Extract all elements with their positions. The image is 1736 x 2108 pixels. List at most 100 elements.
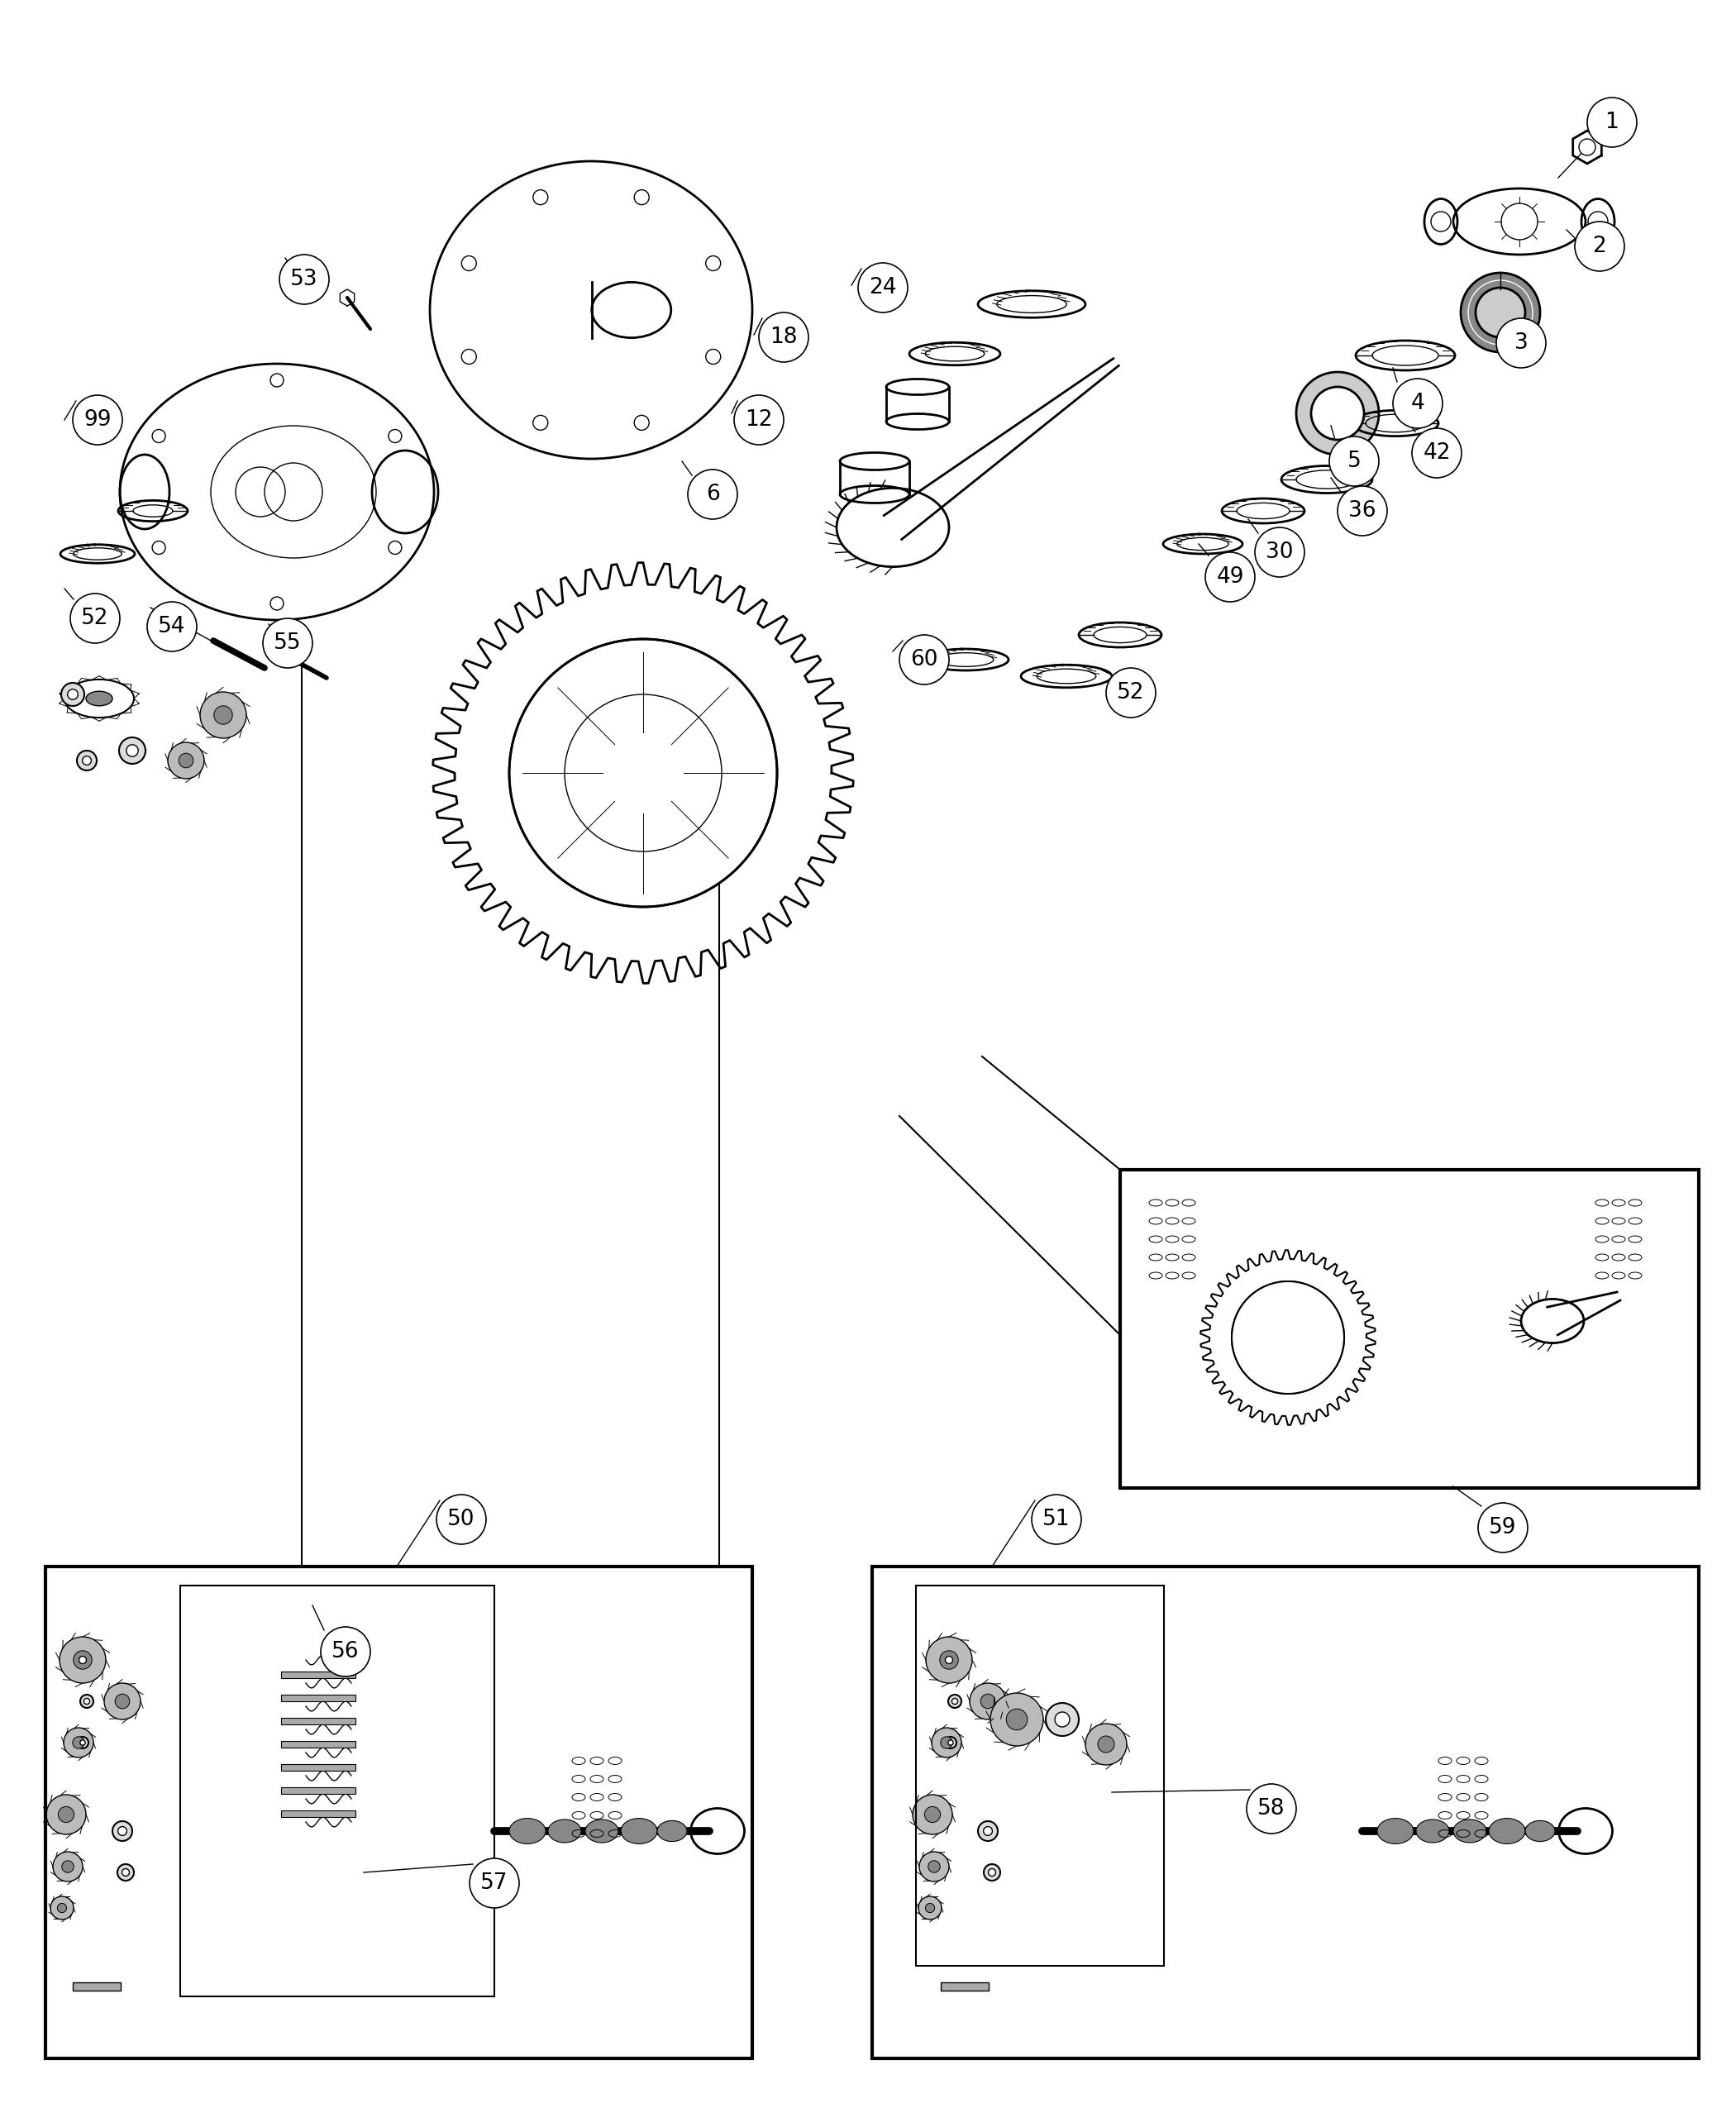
Circle shape: [1297, 371, 1378, 455]
Circle shape: [1246, 1783, 1297, 1834]
Circle shape: [1411, 428, 1462, 479]
Circle shape: [61, 683, 85, 706]
Text: 49: 49: [1217, 567, 1245, 588]
Circle shape: [62, 1861, 73, 1872]
Bar: [281, 1741, 356, 1748]
Ellipse shape: [1526, 1821, 1555, 1842]
Circle shape: [122, 1868, 130, 1876]
Circle shape: [970, 1682, 1007, 1720]
Circle shape: [127, 744, 139, 757]
Bar: [281, 1718, 356, 1724]
Bar: [281, 1695, 356, 1701]
Circle shape: [1106, 668, 1156, 717]
Circle shape: [634, 415, 649, 430]
Circle shape: [925, 1807, 941, 1823]
Circle shape: [1031, 1495, 1082, 1545]
Circle shape: [462, 255, 476, 270]
Bar: [871, 1566, 1700, 2057]
Circle shape: [983, 1828, 993, 1836]
Circle shape: [52, 1851, 83, 1882]
Circle shape: [120, 738, 146, 763]
Text: 36: 36: [1349, 500, 1377, 521]
Circle shape: [1430, 211, 1451, 232]
Circle shape: [1085, 1724, 1127, 1764]
Text: 2: 2: [1592, 236, 1606, 257]
Text: 3: 3: [1514, 333, 1528, 354]
Circle shape: [1337, 487, 1387, 535]
Circle shape: [104, 1682, 141, 1720]
Circle shape: [1575, 221, 1625, 272]
Bar: [181, 1585, 495, 1996]
Circle shape: [533, 190, 549, 204]
Circle shape: [462, 350, 476, 365]
Circle shape: [179, 753, 193, 767]
Circle shape: [913, 1794, 953, 1834]
Circle shape: [509, 639, 778, 906]
Circle shape: [1233, 1282, 1344, 1393]
Circle shape: [1460, 272, 1540, 352]
Circle shape: [76, 1737, 89, 1748]
Circle shape: [946, 1657, 953, 1663]
Text: 57: 57: [481, 1872, 509, 1893]
Ellipse shape: [585, 1819, 618, 1842]
Circle shape: [113, 1821, 132, 1840]
Circle shape: [68, 689, 78, 700]
Circle shape: [929, 1861, 941, 1872]
Circle shape: [951, 1699, 958, 1703]
Circle shape: [115, 1695, 130, 1710]
Circle shape: [899, 635, 950, 685]
Circle shape: [271, 373, 283, 388]
Circle shape: [83, 1699, 90, 1703]
Circle shape: [939, 1651, 958, 1670]
Text: 5: 5: [1347, 451, 1361, 472]
Ellipse shape: [549, 1819, 582, 1842]
Circle shape: [687, 470, 738, 519]
Circle shape: [948, 1739, 953, 1745]
Circle shape: [944, 1737, 957, 1748]
Ellipse shape: [509, 1819, 545, 1844]
Bar: [281, 1811, 356, 1817]
Bar: [917, 1585, 1163, 1967]
Text: 56: 56: [332, 1640, 359, 1663]
Circle shape: [1007, 1710, 1028, 1731]
Circle shape: [984, 1863, 1000, 1880]
Circle shape: [1580, 139, 1595, 156]
Circle shape: [271, 597, 283, 609]
Circle shape: [734, 394, 783, 445]
Text: 1: 1: [1606, 112, 1620, 133]
Circle shape: [1330, 436, 1378, 487]
Text: 52: 52: [1116, 683, 1144, 704]
Circle shape: [64, 1729, 94, 1758]
Circle shape: [1477, 1503, 1528, 1551]
Circle shape: [168, 742, 205, 778]
Circle shape: [47, 1794, 87, 1834]
Circle shape: [707, 350, 720, 365]
Text: 60: 60: [910, 649, 937, 670]
Circle shape: [80, 1739, 85, 1745]
Text: 18: 18: [769, 327, 797, 348]
Circle shape: [1587, 97, 1637, 148]
Circle shape: [918, 1897, 941, 1920]
Circle shape: [941, 1737, 953, 1748]
Circle shape: [977, 1821, 998, 1840]
Circle shape: [1476, 287, 1526, 337]
Circle shape: [1097, 1737, 1115, 1752]
Circle shape: [389, 430, 401, 443]
Text: 99: 99: [83, 409, 111, 430]
Circle shape: [80, 1695, 94, 1707]
Bar: [1120, 1170, 1700, 1488]
Circle shape: [1205, 552, 1255, 601]
Circle shape: [76, 750, 97, 769]
Text: 54: 54: [158, 616, 186, 637]
Circle shape: [707, 255, 720, 270]
Circle shape: [214, 706, 233, 725]
Ellipse shape: [1489, 1819, 1526, 1844]
Circle shape: [59, 1807, 75, 1823]
Bar: [941, 1982, 990, 1990]
Circle shape: [118, 1863, 134, 1880]
Circle shape: [981, 1695, 995, 1710]
Circle shape: [78, 1657, 87, 1663]
Circle shape: [279, 255, 330, 304]
Circle shape: [59, 1636, 106, 1682]
Text: 12: 12: [745, 409, 773, 430]
